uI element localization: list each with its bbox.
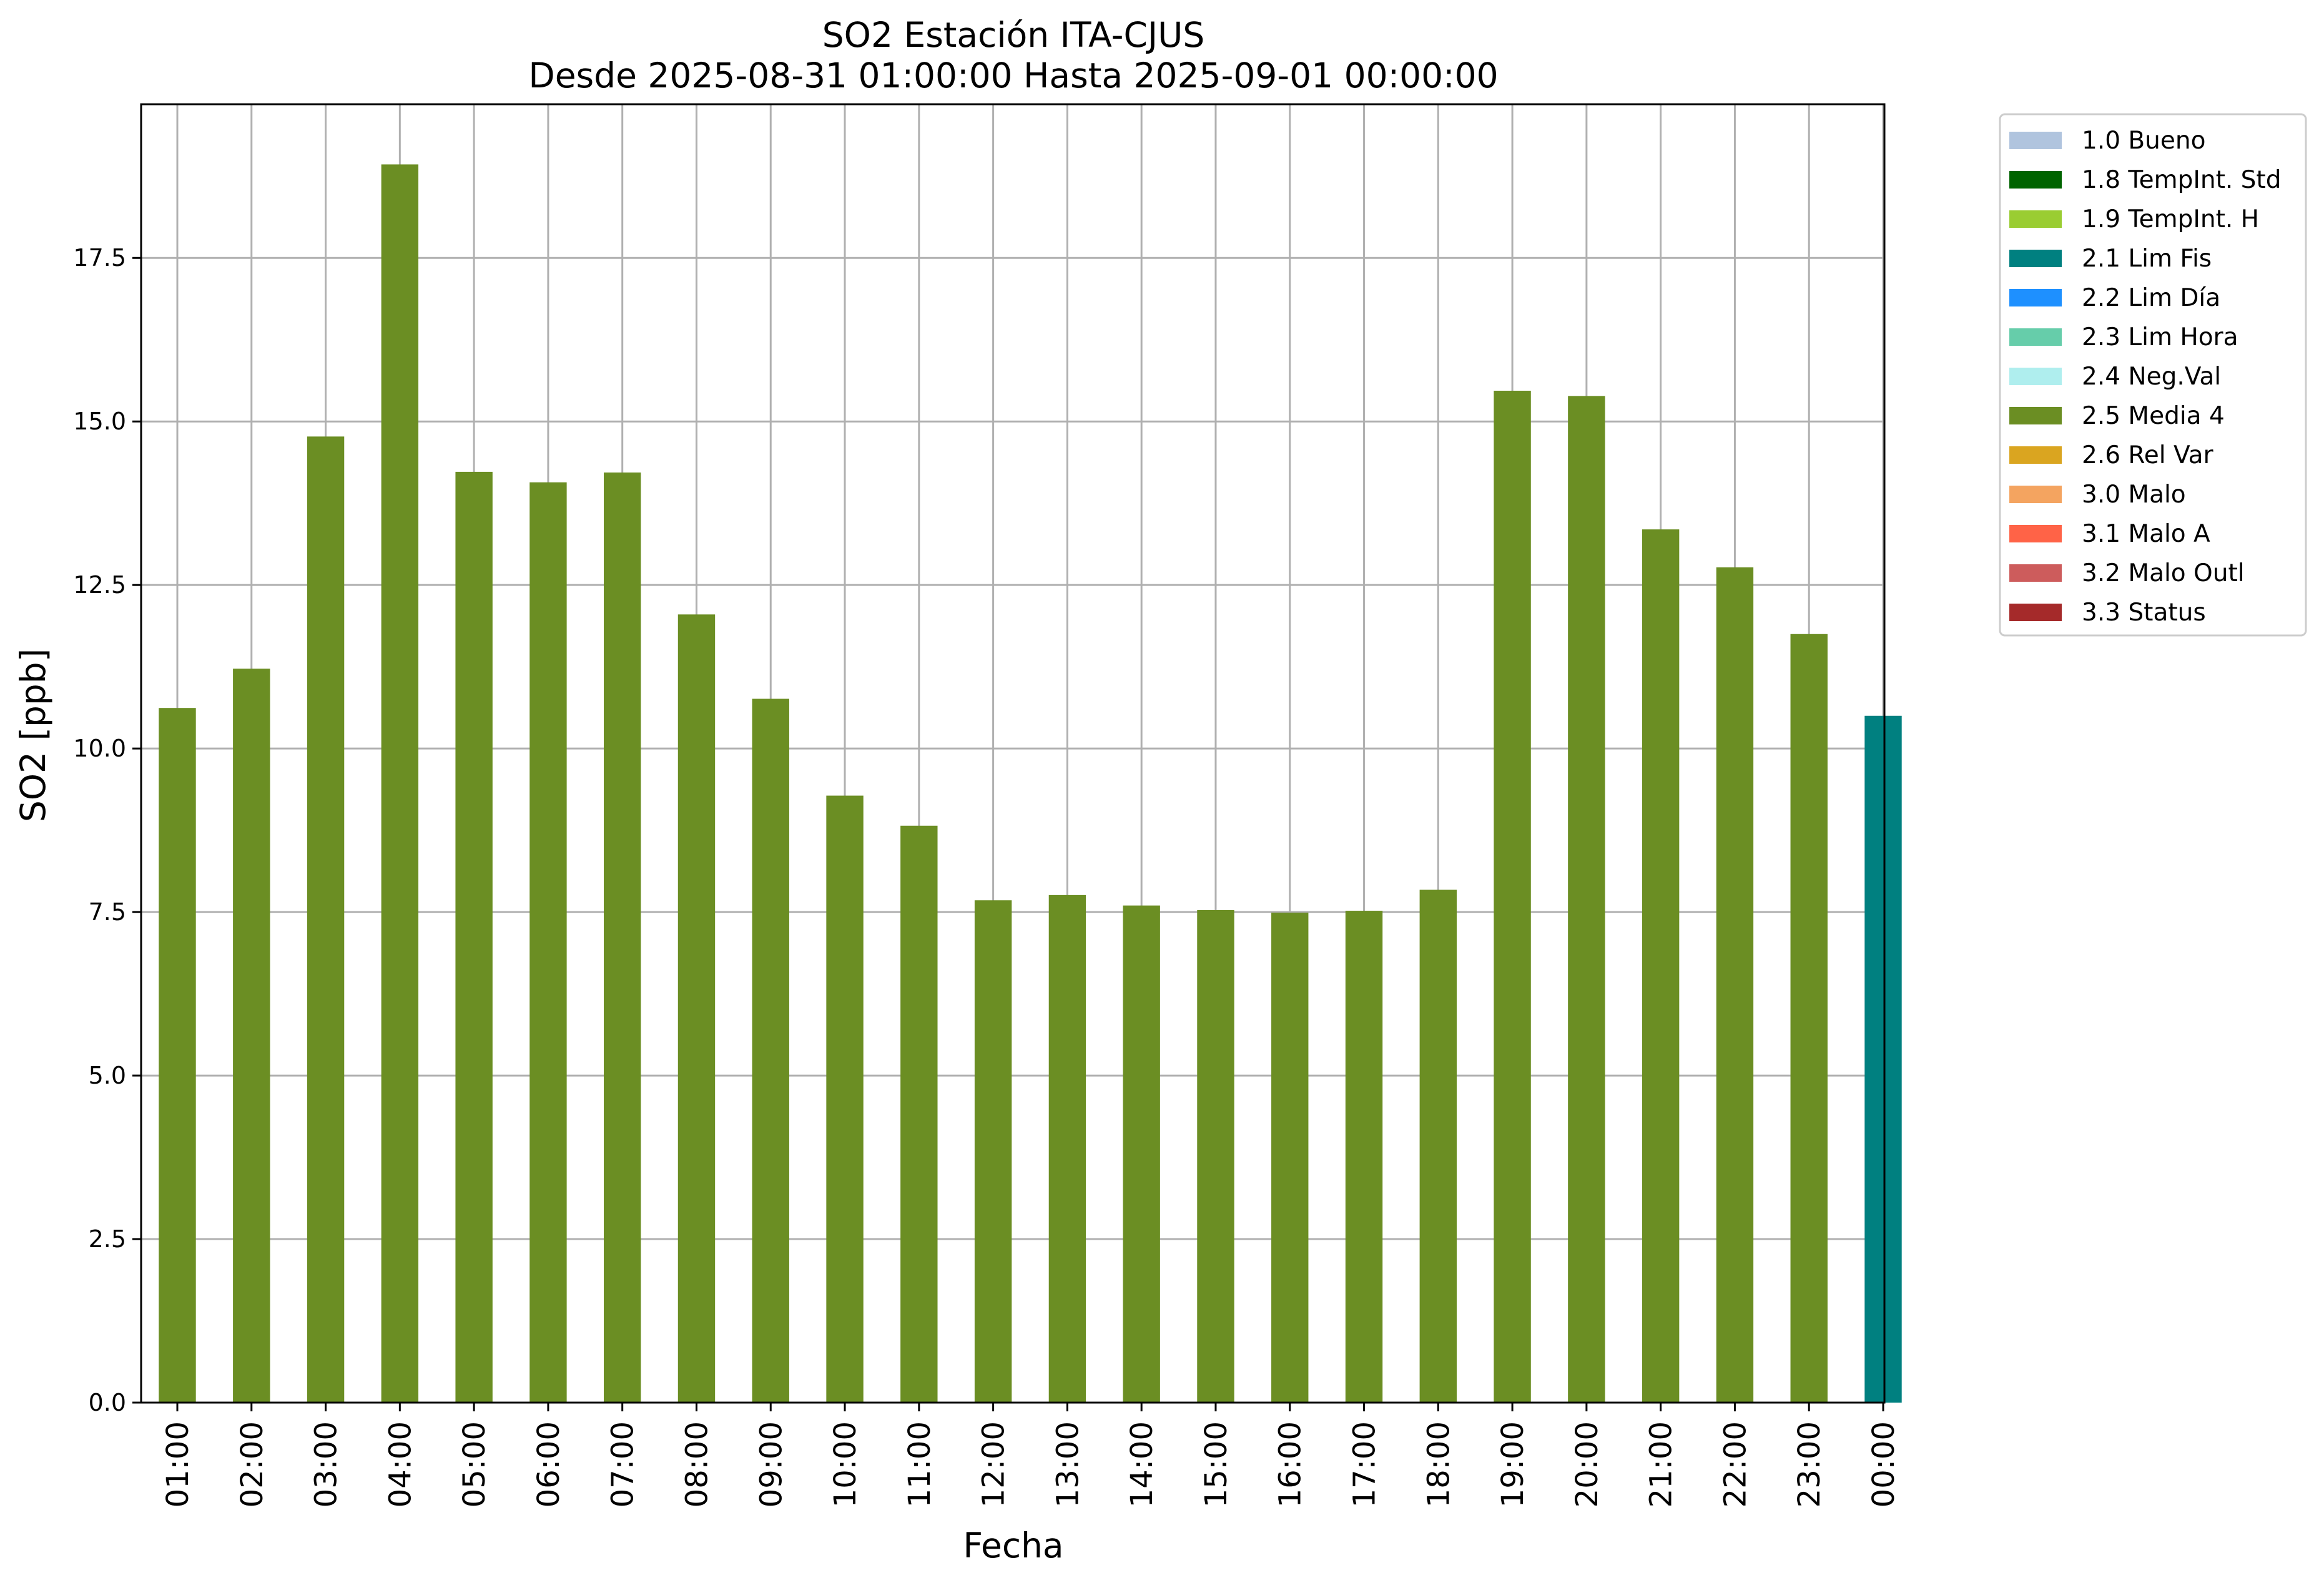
legend-label: 3.2 Malo Outl [2082, 559, 2245, 587]
x-tick-label: 10:00 [828, 1421, 863, 1507]
x-tick-label: 17:00 [1347, 1421, 1382, 1507]
y-tick-label: 0.0 [89, 1389, 126, 1416]
y-tick-label: 12.5 [73, 571, 126, 599]
chart-title: SO2 Estación ITA-CJUS [822, 15, 1204, 55]
bar-2200 [1716, 567, 1754, 1403]
legend-label: 2.5 Media 4 [2082, 402, 2225, 430]
x-tick-label: 12:00 [977, 1421, 1012, 1507]
x-tick-label: 08:00 [679, 1421, 714, 1507]
x-tick-label: 02:00 [235, 1421, 270, 1507]
y-tick-label: 17.5 [73, 244, 126, 272]
bar-1200 [974, 900, 1012, 1403]
legend-label: 3.3 Status [2082, 599, 2206, 627]
x-tick-label: 22:00 [1718, 1421, 1753, 1507]
x-tick-label: 16:00 [1273, 1421, 1308, 1507]
legend-swatch [2009, 486, 2062, 503]
legend-frame [1999, 113, 2307, 637]
y-tick-label: 7.5 [89, 898, 126, 926]
bar-1800 [1419, 890, 1457, 1403]
x-axis-label: Fecha [963, 1526, 1063, 1566]
bar-2300 [1790, 634, 1828, 1403]
y-axis-label: SO2 [ppb] [13, 649, 53, 822]
legend-swatch [2009, 210, 2062, 228]
legend-swatch [2009, 407, 2062, 424]
legend-label: 1.0 Bueno [2082, 127, 2205, 155]
x-tick-label: 18:00 [1421, 1421, 1456, 1507]
legend-swatch [2009, 564, 2062, 582]
bar-1700 [1345, 911, 1383, 1403]
x-tick-label: 19:00 [1495, 1421, 1530, 1507]
y-tick-label: 10.0 [73, 735, 126, 762]
legend-label: 1.9 TempInt. H [2082, 205, 2259, 233]
bar-0400 [381, 164, 419, 1403]
bar-0600 [529, 482, 567, 1403]
bar-1000 [826, 795, 864, 1403]
legend-swatch [2009, 446, 2062, 464]
bar-0900 [752, 698, 789, 1403]
legend-swatch [2009, 525, 2062, 542]
bar-2000 [1568, 396, 1605, 1403]
x-tick-label: 09:00 [754, 1421, 789, 1507]
chart-subtitle: Desde 2025-08-31 01:00:00 Hasta 2025-09-… [528, 56, 1498, 96]
bar-0800 [677, 614, 716, 1403]
bar-1400 [1123, 905, 1160, 1403]
bar-1900 [1494, 390, 1531, 1403]
legend-swatch [2009, 328, 2062, 346]
x-tick-label: 13:00 [1050, 1421, 1085, 1507]
legend-swatch [2009, 289, 2062, 306]
x-tick-label: 06:00 [531, 1421, 566, 1507]
bar-1300 [1048, 894, 1086, 1403]
y-tick-label: 5.0 [89, 1062, 126, 1089]
y-tick-label: 15.0 [73, 408, 126, 435]
bars [159, 164, 1902, 1403]
legend-swatch [2009, 250, 2062, 267]
x-tick-label: 01:00 [160, 1421, 195, 1507]
legend-label: 2.2 Lim Día [2082, 284, 2220, 312]
legend-swatch [2009, 604, 2062, 621]
legend-label: 2.3 Lim Hora [2082, 323, 2238, 351]
bar-0000 [1864, 715, 1902, 1403]
legend-label: 2.6 Rel Var [2082, 441, 2214, 469]
legend: 1.0 Bueno 1.8 TempInt. Std 1.9 TempInt. H 2… [1999, 113, 2307, 637]
x-tick-label: 20:00 [1570, 1421, 1605, 1507]
plot-frame [140, 103, 1886, 1404]
legend-swatch [2009, 171, 2062, 189]
x-tick-label: 04:00 [383, 1421, 418, 1507]
bar-0700 [604, 472, 641, 1403]
bar-1600 [1271, 913, 1309, 1403]
bar-0200 [233, 669, 270, 1403]
bar-0500 [455, 471, 493, 1403]
legend-label: 3.0 Malo [2082, 481, 2186, 509]
y-tick-label: 2.5 [89, 1225, 126, 1253]
x-tick-label: 00:00 [1866, 1421, 1901, 1507]
x-tick-label: 23:00 [1792, 1421, 1827, 1507]
legend-swatch [2009, 368, 2062, 385]
bar-2100 [1642, 529, 1680, 1403]
x-tick-label: 07:00 [606, 1421, 641, 1507]
x-tick-label: 03:00 [309, 1421, 344, 1507]
legend-label: 3.1 Malo A [2082, 520, 2210, 548]
bar-1500 [1197, 909, 1234, 1403]
x-tick-label: 11:00 [902, 1421, 937, 1507]
x-tick-label: 21:00 [1644, 1421, 1679, 1507]
legend-swatch [2009, 132, 2062, 149]
legend-label: 2.4 Neg.Val [2082, 363, 2221, 391]
bar-0300 [307, 436, 345, 1403]
bar-1100 [900, 825, 938, 1403]
ticks: 0.0 2.5 5.0 7.5 10.0 12.5 15.0 17.5 01:00 02:00 03… [73, 244, 1901, 1507]
bar-0100 [159, 708, 196, 1403]
legend-label: 2.1 Lim Fis [2082, 245, 2212, 273]
x-tick-label: 14:00 [1125, 1421, 1160, 1507]
x-tick-label: 05:00 [457, 1421, 492, 1507]
x-tick-label: 15:00 [1199, 1421, 1234, 1507]
legend-label: 1.8 TempInt. Std [2082, 166, 2281, 194]
